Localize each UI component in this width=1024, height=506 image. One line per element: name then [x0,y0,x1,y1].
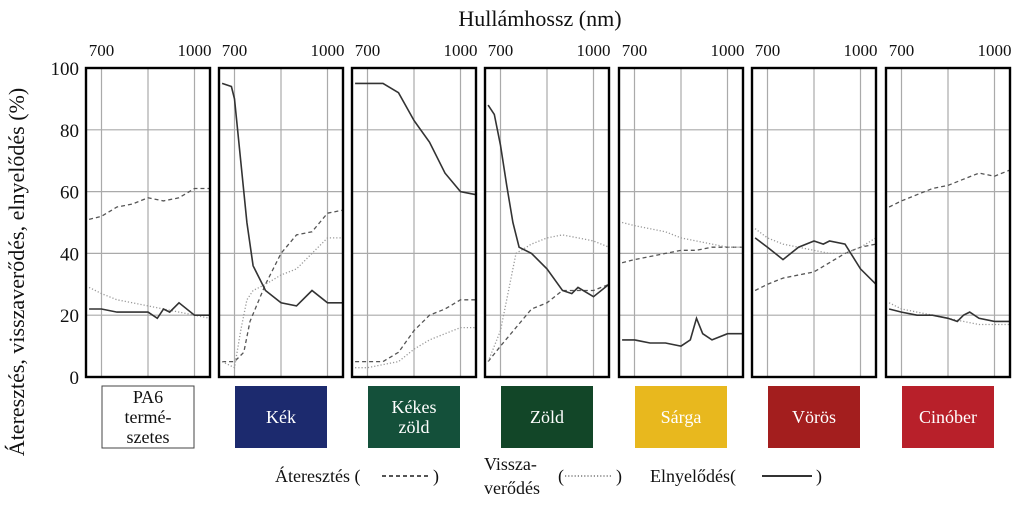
y-axis: 0 20 40 60 80 100 [51,59,80,389]
panel-frame [217,66,345,379]
swatch-box [635,386,727,448]
x-tick-label: 1000 [311,41,345,60]
swatch-4: Zöld [501,386,593,448]
panel-frame [350,66,478,379]
legend: Áteresztés () Vissza-verődés () Elnyelődés(… [275,454,822,498]
legend-label: ) [616,466,622,487]
legend-label: ) [433,466,439,487]
y-axis-title: Áteresztés, visszaverődés, elnyelődés (%… [4,88,29,456]
series-absorption [355,82,477,196]
swatch-label: zöld [399,417,430,437]
series-transmission [621,246,743,264]
series-reflection [355,326,476,369]
y-tick-label: 80 [60,121,79,142]
series-transmission [888,169,1011,208]
legend-label: Vissza- [484,454,537,474]
y-tick-label: 100 [51,59,80,80]
swatch-box [368,386,460,448]
swatch-6: Vörös [768,386,860,448]
x-tick-label: 700 [622,41,648,60]
series-reflection [487,234,610,362]
x-tick-label: 700 [889,41,915,60]
y-tick-label: 60 [60,183,79,204]
series-absorption [487,104,610,298]
panel-2: 700 1000 [217,41,345,379]
panel-5: 700 1000 [617,41,745,379]
panels: 700 1000 700 1000 700 1000 700 1000 700 1000 700 10… [84,41,1012,379]
x-tick-label: 1000 [844,41,878,60]
series-transmission [355,299,476,363]
panel-frame [617,66,745,379]
series-transmission [487,283,610,363]
panel-1: 700 1000 [84,41,212,379]
series-reflection [754,228,877,255]
swatch-label: Kék [266,407,296,427]
swatch-box [235,386,327,448]
panel-frame [84,66,212,379]
y-tick-label: 20 [60,306,79,327]
series-reflection [88,286,211,319]
panel-frame [884,66,1012,379]
legend-label: ( [558,466,564,487]
series-absorption [754,237,877,285]
x-tick-label: 700 [355,41,381,60]
legend-label: Elnyelődés( [650,466,736,487]
x-axis-title: Hullámhossz (nm) [458,6,621,31]
x-tick-label: 700 [89,41,115,60]
x-tick-label: 1000 [978,41,1012,60]
swatch-label: termé- [125,407,172,427]
swatch-5: Sárga [635,386,727,448]
swatch-box [768,386,860,448]
series-absorption [888,308,1010,323]
y-tick-label: 40 [60,244,79,265]
legend-label: verődés [484,478,540,498]
legend-label: Áteresztés ( [275,465,360,487]
legend-label: ) [816,466,822,487]
swatch-label: Vörös [792,407,836,427]
series-absorption [221,82,343,307]
swatch-box [501,386,593,448]
x-tick-label: 700 [755,41,781,60]
swatch-box [902,386,994,448]
panel-3: 700 1000 [350,41,478,379]
swatch-label: Kékes [392,397,437,417]
swatch-label: Sárga [661,407,702,427]
swatch-label: szetes [127,427,170,447]
swatch-label: Zöld [530,407,564,427]
panel-frame [750,66,878,379]
swatch-7: Cinóber [902,386,994,448]
panel-4: 700 1000 [483,41,611,379]
series-reflection [221,237,343,369]
panel-7: 700 1000 [884,41,1012,379]
x-tick-label: 1000 [444,41,478,60]
series-absorption [89,301,210,320]
series-reflection [621,221,743,248]
y-tick-label: 0 [70,368,80,389]
swatch-label: PA6 [133,387,163,407]
panel-frame [483,66,611,379]
x-tick-label: 1000 [178,41,212,60]
x-tick-label: 700 [488,41,514,60]
series-transmission [222,209,344,363]
swatch-label: Cinóber [919,407,977,427]
panel-6: 700 1000 [750,41,878,379]
series-absorption [622,315,743,347]
swatch-box [101,385,195,449]
x-tick-label: 1000 [711,41,745,60]
series-transmission [88,187,210,221]
swatch-2: Kék [235,386,327,448]
x-tick-label: 1000 [577,41,611,60]
x-tick-label: 700 [222,41,248,60]
